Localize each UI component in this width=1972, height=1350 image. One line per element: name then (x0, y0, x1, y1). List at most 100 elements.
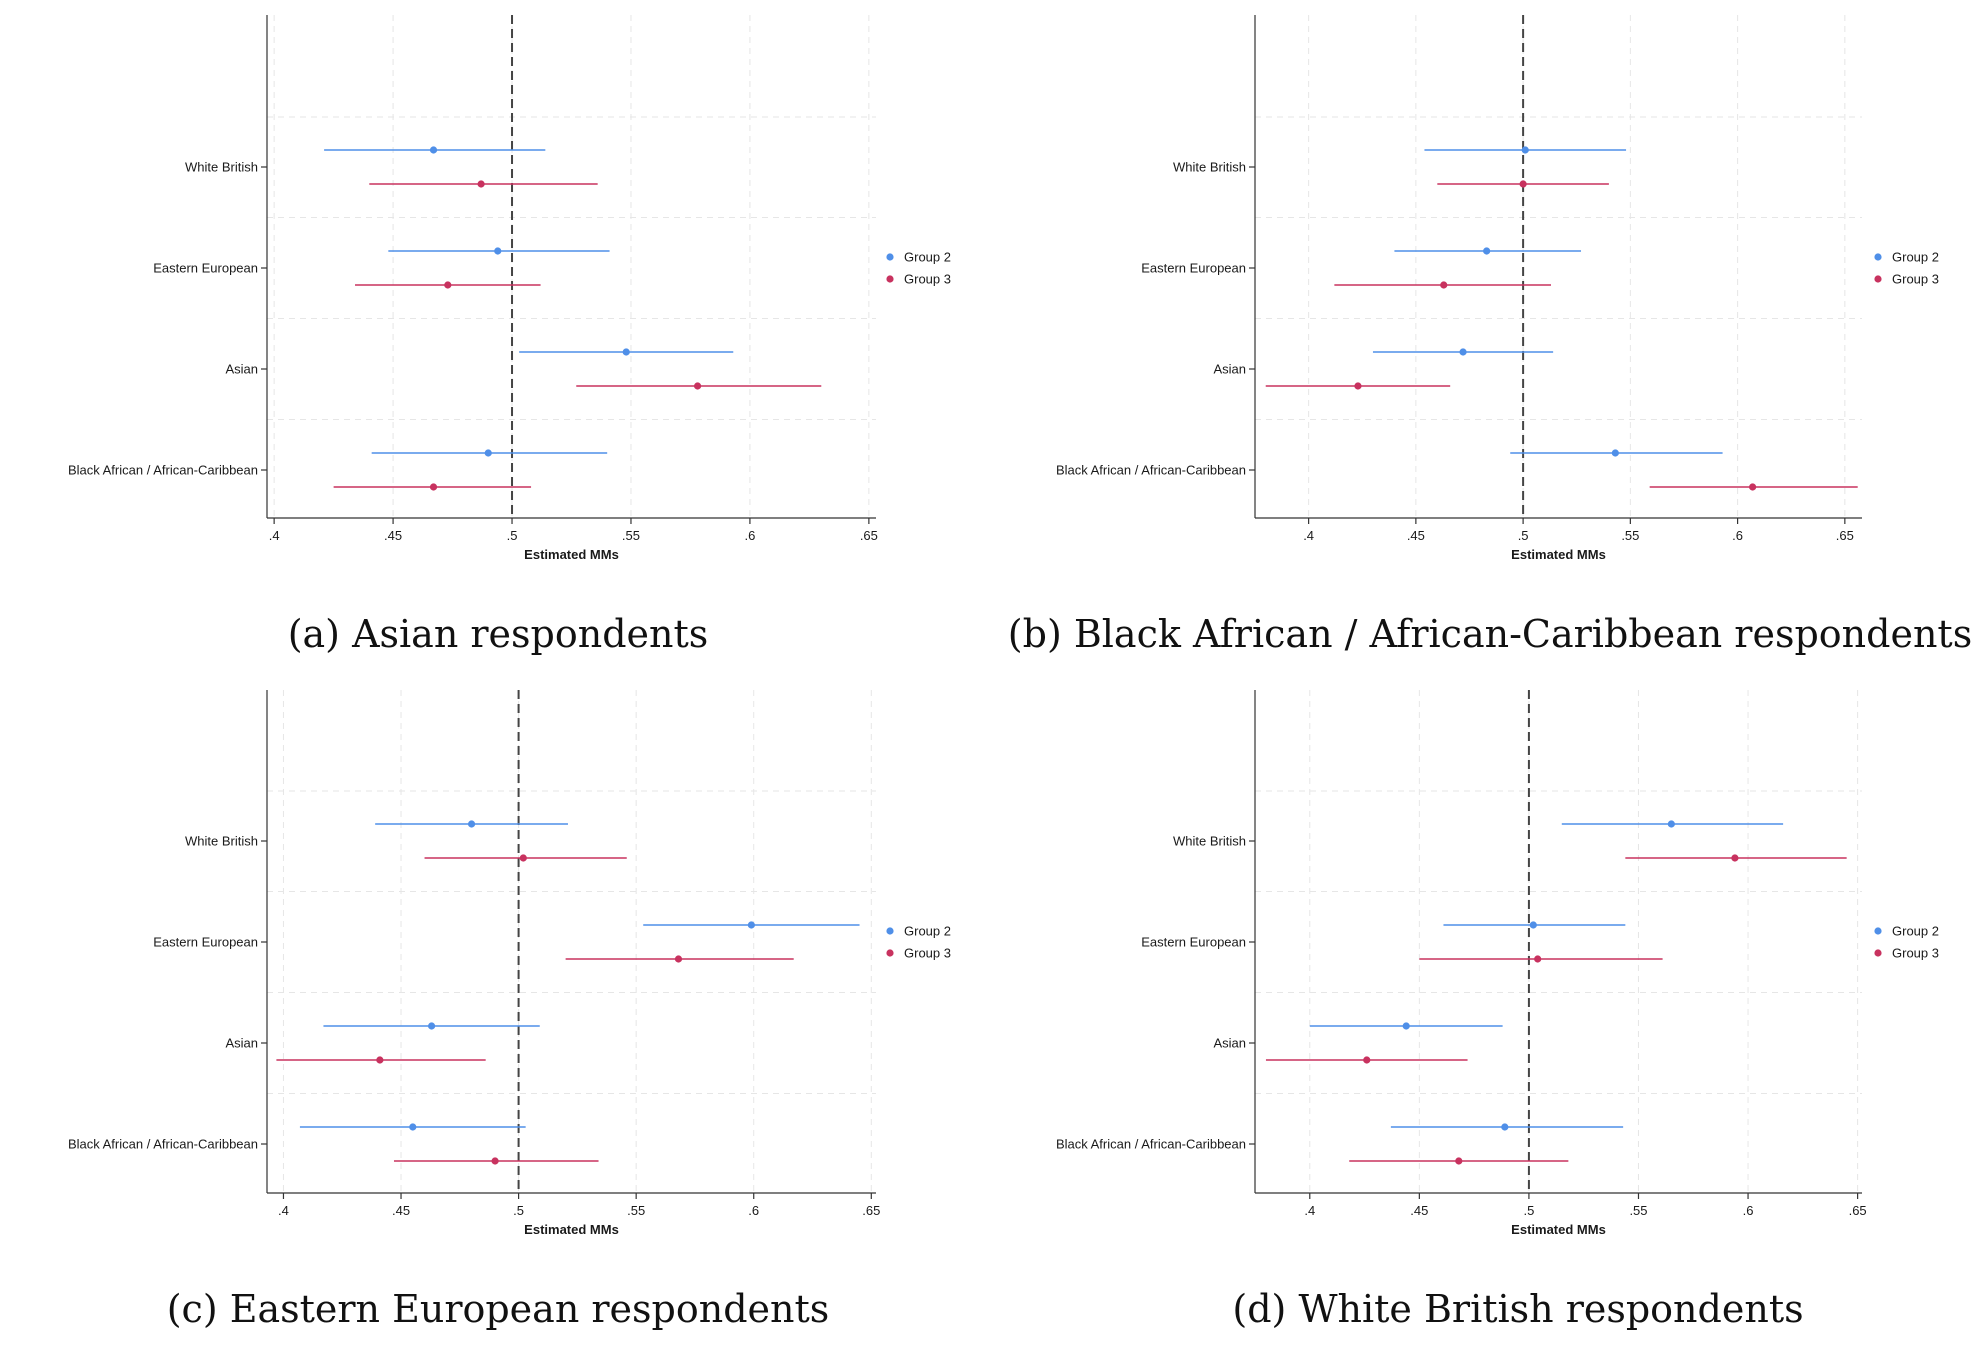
panel-d-chart: .4 .45 .5 .55 .6 .65 Estimated MMs White Britis… (1056, 690, 1939, 1237)
panel-a-x-tick-label-3: .55 (622, 528, 640, 543)
panel-a-point-group2-2 (622, 348, 630, 356)
panel-a-point-group3-1 (444, 281, 452, 289)
panel-b-category-label-3: Black African / African-Caribbean (1056, 463, 1246, 478)
panel-b-legend-marker-3 (1874, 275, 1882, 283)
panel-a-x-axis-title: Estimated MMs (524, 547, 619, 562)
panel-b-point-group2-2 (1459, 348, 1467, 356)
panel-b-point-group3-2 (1354, 382, 1362, 390)
panel-c-x-tick-label-4: .6 (748, 1203, 759, 1218)
panel-c-point-group2-1 (747, 921, 755, 929)
panel-b-x-axis-title: Estimated MMs (1511, 547, 1606, 562)
panel-c-point-group2-3 (409, 1123, 417, 1131)
panel-c-x-tick-label-0: .4 (278, 1203, 289, 1218)
panel-c-x-tick-label-5: .65 (862, 1203, 880, 1218)
panel-a-category-label-3: Black African / African-Caribbean (68, 463, 258, 478)
panel-d-legend-label-3: Group 3 (1892, 946, 1939, 961)
panel-c-point-group3-1 (674, 955, 683, 963)
panel-a-x-tick-label-5: .65 (860, 528, 878, 543)
panel-b-point-group2-1 (1483, 247, 1491, 255)
panel-d-point-group3-3 (1455, 1157, 1463, 1165)
panel-b-x-tick-label-0: .4 (1303, 528, 1314, 543)
panel-d-legend-marker-2 (1874, 927, 1882, 935)
panel-b-category-label-2: Asian (1213, 362, 1246, 377)
panel-b-category-label-1: Eastern European (1141, 261, 1246, 276)
panel-d-legend-marker-3 (1874, 949, 1882, 957)
panel-c-caption: (c) Eastern European respondents (166, 1287, 830, 1331)
panel-b-x-tick-label-2: .5 (1518, 528, 1529, 543)
panel-b-point-group3-1 (1440, 281, 1448, 289)
panel-a-legend-marker-3 (886, 275, 894, 283)
panel-a-x-tick-label-2: .5 (507, 528, 518, 543)
panel-a-legend-label-2: Group 2 (904, 250, 951, 265)
panel-c-chart: .4 .45 .5 .55 .6 .65 Estimated MMs White Britis… (68, 690, 951, 1237)
panel-b-point-group2-0 (1521, 146, 1529, 154)
panel-c-legend-marker-2 (886, 927, 894, 935)
panel-d-caption: (d) White British respondents (1232, 1287, 1804, 1331)
panel-d-point-group3-2 (1363, 1056, 1371, 1064)
panel-b-point-group2-3 (1611, 449, 1619, 457)
panel-c-x-tick-label-3: .55 (627, 1203, 645, 1218)
panel-b-x-tick-label-4: .6 (1732, 528, 1743, 543)
panel-a-category-label-1: Eastern European (153, 261, 258, 276)
panel-b-legend-marker-2 (1874, 253, 1882, 261)
panel-a-caption: (a) Asian respondents (287, 612, 709, 656)
panel-d-x-axis-title: Estimated MMs (1511, 1222, 1606, 1237)
panel-a-point-group3-2 (693, 382, 702, 390)
panel-a-x-tick-label-4: .6 (744, 528, 755, 543)
panel-a-legend-label-3: Group 3 (904, 272, 951, 287)
panel-d-category-label-3: Black African / African-Caribbean (1056, 1137, 1246, 1152)
panel-c-point-group3-0 (519, 854, 527, 862)
panel-a-x-tick-label-1: .45 (384, 528, 402, 543)
panel-a-point-group3-0 (477, 180, 485, 188)
panel-c-legend-label-3: Group 3 (904, 946, 951, 961)
panel-c-x-axis-title: Estimated MMs (524, 1222, 619, 1237)
panel-d-point-group2-0 (1667, 820, 1675, 828)
panel-c-category-label-1: Eastern European (153, 935, 258, 950)
panel-c-legend-marker-3 (886, 949, 894, 957)
panel-c-point-group2-0 (467, 820, 476, 828)
panel-b-point-group3-3 (1749, 483, 1757, 491)
panel-c-point-group2-2 (427, 1022, 436, 1030)
panel-d-x-tick-label-5: .65 (1849, 1203, 1867, 1218)
panel-d-x-tick-label-4: .6 (1743, 1203, 1754, 1218)
panel-b-legend-label-2: Group 2 (1892, 250, 1939, 265)
panel-b-point-group3-0 (1519, 180, 1527, 188)
panel-b-x-tick-label-5: .65 (1836, 528, 1854, 543)
panel-c-x-tick-label-2: .5 (513, 1203, 524, 1218)
panel-b-x-tick-label-3: .55 (1621, 528, 1639, 543)
panel-d-legend-label-2: Group 2 (1892, 924, 1939, 939)
panel-c-legend-label-2: Group 2 (904, 924, 951, 939)
panel-d-point-group2-3 (1501, 1123, 1509, 1131)
panel-a-chart: .4 .45 .5 .55 .6 .65 Estimated MMs White Britis… (68, 15, 951, 562)
panel-a-x-tick-label-0: .4 (269, 528, 280, 543)
panel-a-legend-marker-2 (886, 253, 894, 261)
panel-d-point-group3-0 (1731, 854, 1739, 862)
panel-b-x-tick-label-1: .45 (1407, 528, 1425, 543)
panel-d-x-tick-label-2: .5 (1523, 1203, 1534, 1218)
panel-c-category-label-2: Asian (225, 1036, 258, 1051)
panel-a-point-group2-1 (494, 247, 502, 255)
panel-b-caption: (b) Black African / African-Caribbean re… (1007, 612, 1972, 656)
panel-c-category-label-3: Black African / African-Caribbean (68, 1137, 258, 1152)
panel-a-category-label-2: Asian (225, 362, 258, 377)
panel-d-category-label-2: Asian (1213, 1036, 1246, 1051)
panel-d-x-tick-label-3: .55 (1629, 1203, 1647, 1218)
panel-c-x-tick-label-1: .45 (392, 1203, 410, 1218)
panel-a-point-group3-3 (429, 483, 438, 491)
panel-b-chart: .4 .45 .5 .55 .6 .65 Estimated MMs White Britis… (1056, 15, 1939, 562)
panel-d-category-label-1: Eastern European (1141, 935, 1246, 950)
panel-d-category-label-0: White British (1173, 834, 1246, 849)
panel-b-legend-label-3: Group 3 (1892, 272, 1939, 287)
panel-a-point-group2-3 (484, 449, 492, 457)
panel-c-category-label-0: White British (185, 834, 258, 849)
panel-b-category-label-0: White British (1173, 160, 1246, 175)
panel-d-point-group3-1 (1534, 955, 1542, 963)
panel-d-x-tick-label-0: .4 (1304, 1203, 1315, 1218)
panel-d-point-group2-2 (1402, 1022, 1410, 1030)
panel-a-category-label-0: White British (185, 160, 258, 175)
panel-a-point-group2-0 (429, 146, 438, 154)
panel-d-point-group2-1 (1529, 921, 1537, 929)
panel-d-x-tick-label-1: .45 (1410, 1203, 1428, 1218)
